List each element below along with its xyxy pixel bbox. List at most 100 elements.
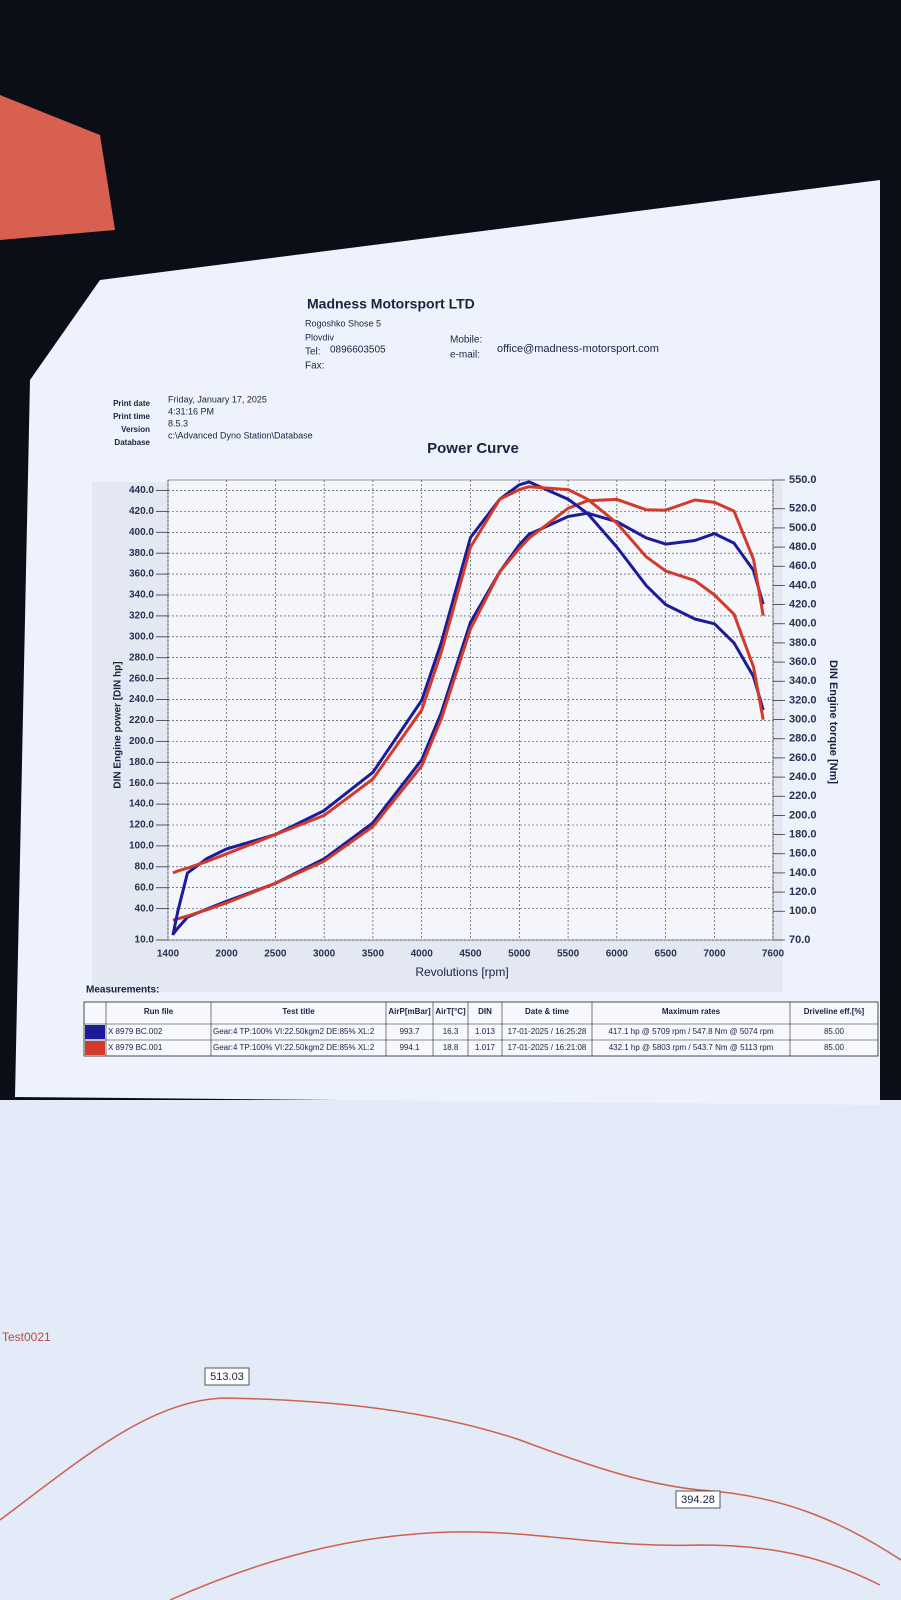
y-tick-label: 260.0 — [129, 673, 154, 684]
x-tick-label: 3500 — [362, 949, 385, 960]
callout: 513.03 — [210, 1371, 244, 1383]
y2-tick-label: 160.0 — [789, 848, 817, 860]
y2-tick-label: 380.0 — [789, 637, 817, 649]
column-header: Driveline eff.[%] — [804, 1007, 865, 1016]
x-tick-label: 5500 — [557, 949, 580, 960]
second-sheet-curve — [0, 1397, 901, 1561]
y2-tick-label: 440.0 — [789, 579, 817, 591]
y2-tick-label: 260.0 — [789, 752, 817, 764]
table-cell: 993.7 — [399, 1027, 420, 1036]
table-cell: Gear:4 TP:100% VI:22.50kgm2 DE:85% XL:2 — [213, 1043, 375, 1052]
y-tick-label: 120.0 — [129, 820, 154, 831]
y-tick-label: 240.0 — [129, 694, 154, 705]
y2-tick-label: 120.0 — [789, 886, 817, 898]
y-tick-label: 440.0 — [129, 485, 154, 496]
print-value: Friday, January 17, 2025 — [168, 394, 267, 404]
tel-label: Tel: — [305, 347, 321, 358]
y-tick-label: 340.0 — [129, 590, 154, 601]
y2-tick-label: 550.0 — [789, 474, 817, 486]
y-tick-label: 180.0 — [129, 757, 154, 768]
y2-tick-label: 320.0 — [789, 694, 817, 706]
row-color — [85, 1025, 105, 1039]
table-cell: 16.3 — [443, 1027, 459, 1036]
address: Plovdiv — [305, 332, 335, 342]
column-header: Run file — [144, 1007, 174, 1016]
y2-tick-label: 480.0 — [789, 541, 817, 553]
y2-tick-label: 280.0 — [789, 733, 817, 745]
y2-tick-label: 340.0 — [789, 675, 817, 687]
y-axis-label: DIN Engine power [DIN hp] — [113, 661, 124, 788]
email-label: e-mail: — [450, 350, 480, 361]
column-header: Date & time — [525, 1007, 570, 1016]
email: office@madness-motorsport.com — [497, 343, 659, 355]
x-tick-label: 4000 — [411, 949, 434, 960]
table-cell: 17-01-2025 / 16:21:08 — [508, 1043, 587, 1052]
y2-tick-label: 70.0 — [789, 934, 810, 946]
second-sheet-title: Test0021 — [2, 1330, 51, 1344]
print-label: Print date — [113, 399, 150, 408]
y-tick-label: 420.0 — [129, 506, 154, 517]
y2-tick-label: 240.0 — [789, 771, 817, 783]
y-tick-label: 140.0 — [129, 799, 154, 810]
x-tick-label: 2000 — [215, 949, 238, 960]
callout-box — [204, 1367, 250, 1386]
column-header: AirT[°C] — [435, 1007, 466, 1016]
series-line — [172, 497, 765, 922]
print-value: 8.5.3 — [168, 418, 188, 428]
y2-tick-label: 200.0 — [789, 809, 817, 821]
y-tick-label: 10.0 — [135, 935, 155, 946]
table-cell: Gear:4 TP:100% VI:22.50kgm2 DE:85% XL:2 — [213, 1027, 375, 1036]
table-cell: 18.8 — [443, 1043, 459, 1052]
y2-tick-label: 360.0 — [789, 656, 817, 668]
x-tick-label: 5000 — [508, 949, 531, 960]
x-tick-label: 7600 — [762, 949, 785, 960]
second-sheet-curve — [169, 1531, 881, 1600]
x-tick-label: 4500 — [459, 949, 482, 960]
y-tick-label: 200.0 — [129, 736, 154, 747]
y-tick-label: 320.0 — [129, 611, 154, 622]
print-label: Database — [114, 438, 150, 447]
table-cell: 17-01-2025 / 16:25:28 — [508, 1027, 587, 1036]
tel: 0896603505 — [330, 345, 386, 356]
row-color — [85, 1041, 105, 1055]
y2-tick-label: 300.0 — [789, 713, 817, 725]
y2-tick-label: 520.0 — [789, 503, 817, 515]
y2-tick-label: 500.0 — [789, 522, 817, 534]
lower-sheet — [0, 1100, 901, 1600]
column-header: DIN — [478, 1007, 492, 1016]
y-tick-label: 100.0 — [129, 841, 154, 852]
table-cell: X 8979 BC.002 — [108, 1027, 163, 1036]
print-label: Print time — [113, 412, 150, 421]
series-line — [171, 480, 765, 936]
print-value: c:\Advanced Dyno Station\Database — [168, 430, 313, 440]
x-tick-label: 6500 — [655, 949, 678, 960]
x-axis-label: Revolutions [rpm] — [415, 965, 508, 979]
print-value: 4:31:16 PM — [168, 406, 214, 416]
y2-tick-label: 180.0 — [789, 828, 817, 840]
column-header: Test title — [282, 1007, 315, 1016]
chart-title: Power Curve — [427, 440, 519, 457]
table-cell: 1.017 — [475, 1043, 496, 1052]
print-label: Version — [121, 425, 150, 434]
fax-label: Fax: — [305, 361, 324, 372]
y-tick-label: 160.0 — [129, 778, 154, 789]
column-header: AirP[mBar] — [388, 1007, 431, 1016]
y2-tick-label: 400.0 — [789, 618, 817, 630]
address: Rogoshko Shose 5 — [305, 318, 381, 328]
x-tick-label: 7000 — [703, 949, 726, 960]
y-tick-label: 380.0 — [129, 548, 154, 559]
y2-tick-label: 100.0 — [789, 905, 817, 917]
y-tick-label: 220.0 — [129, 715, 154, 726]
y2-axis-label: DIN Engine torque [Nm] — [827, 660, 839, 784]
seatbelt-buckle — [0, 95, 115, 240]
x-tick-label: 3000 — [313, 949, 336, 960]
mobile-label: Mobile: — [450, 335, 482, 346]
y-tick-label: 280.0 — [129, 652, 154, 663]
table-cell: 432.1 hp @ 5803 rpm / 543.7 Nm @ 5113 rp… — [609, 1043, 774, 1052]
y2-tick-label: 140.0 — [789, 867, 817, 879]
column-header: Maximum rates — [662, 1007, 721, 1016]
y-tick-label: 60.0 — [135, 882, 155, 893]
y-tick-label: 360.0 — [129, 569, 154, 580]
